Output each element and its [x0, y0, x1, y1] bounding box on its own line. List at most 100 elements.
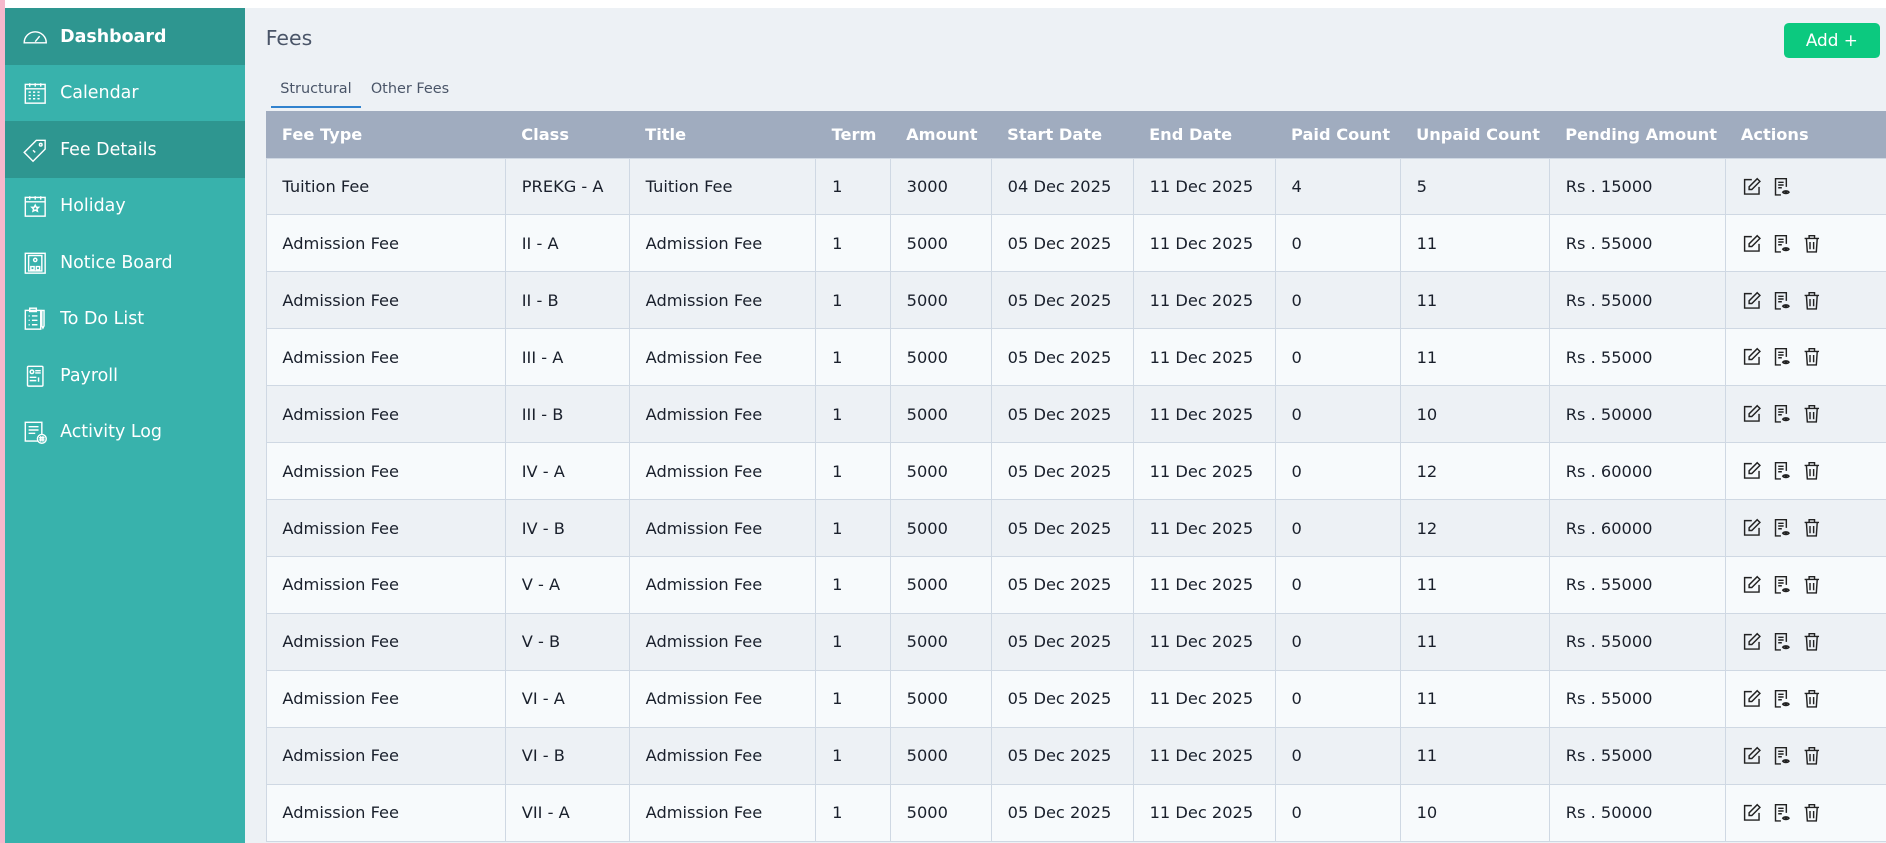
sidebar-item-payroll[interactable]: Payroll: [5, 348, 246, 405]
sidebar-item-notice-board[interactable]: Notice Board: [5, 235, 246, 292]
delete-icon[interactable]: [1801, 233, 1823, 255]
top-strip: [4, 0, 1886, 9]
view-details-icon[interactable]: [1771, 631, 1793, 653]
view-details-icon[interactable]: [1771, 688, 1793, 710]
table-cell: Rs . 55000: [1549, 726, 1726, 785]
table-cell: 11 Dec 2025: [1132, 271, 1276, 330]
delete-icon[interactable]: [1801, 745, 1823, 767]
edit-icon[interactable]: [1741, 176, 1763, 198]
table-row: Admission Fee VII - A Admission Fee 1 5000 05…: [265, 783, 1886, 842]
sidebar-item-label: Holiday: [60, 196, 126, 217]
table-cell: V - B: [505, 612, 631, 671]
table-cell: Admission Fee: [629, 328, 817, 387]
delete-icon[interactable]: [1801, 460, 1823, 482]
table-cell: 11: [1399, 612, 1551, 671]
table-cell: 0: [1274, 555, 1401, 614]
table-cell: Tuition Fee: [265, 157, 507, 216]
column-header: Paid Count: [1275, 110, 1401, 159]
edit-icon[interactable]: [1741, 688, 1763, 710]
table-cell: 5000: [890, 214, 993, 273]
table-cell: 05 Dec 2025: [991, 442, 1134, 501]
table-cell: Admission Fee: [265, 726, 507, 785]
view-details-icon[interactable]: [1771, 233, 1793, 255]
sidebar-item-label: Calendar: [60, 83, 139, 104]
table-cell: Admission Fee: [265, 555, 507, 614]
delete-icon[interactable]: [1801, 290, 1823, 312]
view-details-icon[interactable]: [1771, 176, 1793, 198]
table-cell: Tuition Fee: [629, 157, 817, 216]
sidebar-item-activity-log[interactable]: Activity Log: [5, 404, 246, 461]
edit-icon[interactable]: [1741, 517, 1763, 539]
delete-icon[interactable]: [1801, 346, 1823, 368]
table-cell: Admission Fee: [265, 499, 507, 558]
sidebar-item-holiday[interactable]: Holiday: [5, 178, 246, 235]
table-row: Admission Fee III - A Admission Fee 1 5000 05…: [265, 328, 1886, 387]
table-cell: 0: [1274, 726, 1401, 785]
edit-icon[interactable]: [1741, 631, 1763, 653]
tab-other-fees[interactable]: Other Fees: [370, 80, 450, 97]
edit-icon[interactable]: [1741, 745, 1763, 767]
table-cell: 05 Dec 2025: [991, 669, 1134, 728]
delete-icon[interactable]: [1801, 688, 1823, 710]
table-cell: Admission Fee: [265, 214, 507, 273]
table-cell: Rs . 55000: [1549, 328, 1726, 387]
table-cell: 5000: [890, 271, 993, 330]
sidebar-item-calendar[interactable]: Calendar: [5, 65, 246, 122]
view-details-icon[interactable]: [1771, 745, 1793, 767]
table-cell: 11 Dec 2025: [1132, 726, 1276, 785]
table-cell: Rs . 55000: [1549, 271, 1726, 330]
view-details-icon[interactable]: [1771, 403, 1793, 425]
view-details-icon[interactable]: [1771, 290, 1793, 312]
sidebar-item-label: Fee Details: [60, 139, 157, 160]
table-cell: 5000: [890, 783, 993, 842]
table-cell: 12: [1399, 442, 1551, 501]
table-cell: Admission Fee: [629, 442, 817, 501]
table-cell: Admission Fee: [629, 499, 817, 558]
table-cell: 05 Dec 2025: [991, 328, 1134, 387]
sidebar-item-dashboard[interactable]: Dashboard: [4, 8, 246, 65]
edit-icon[interactable]: [1741, 460, 1763, 482]
table-cell: 0: [1274, 612, 1401, 671]
table-cell: 5000: [890, 328, 993, 387]
edit-icon[interactable]: [1741, 290, 1763, 312]
row-actions: [1724, 783, 1886, 842]
table-cell: 1: [815, 157, 891, 216]
table-cell: Admission Fee: [265, 271, 507, 330]
edit-icon[interactable]: [1741, 802, 1763, 824]
delete-icon[interactable]: [1801, 802, 1823, 824]
view-details-icon[interactable]: [1771, 460, 1793, 482]
edit-icon[interactable]: [1741, 574, 1763, 596]
table-cell: Rs . 55000: [1549, 555, 1726, 614]
table-cell: 0: [1274, 442, 1401, 501]
row-actions: [1724, 328, 1886, 387]
table-cell: 5000: [890, 499, 993, 558]
table-cell: 5000: [890, 669, 993, 728]
add-fee-button[interactable]: Add +: [1783, 22, 1880, 58]
column-header: Title: [629, 110, 816, 159]
row-actions: [1724, 555, 1886, 614]
column-header: Fee Type: [266, 110, 506, 159]
view-details-icon[interactable]: [1771, 346, 1793, 368]
table-cell: 1: [815, 385, 891, 444]
edit-icon[interactable]: [1741, 403, 1763, 425]
edit-icon[interactable]: [1741, 346, 1763, 368]
view-details-icon[interactable]: [1771, 802, 1793, 824]
delete-icon[interactable]: [1801, 574, 1823, 596]
tab-structural[interactable]: Structural: [270, 76, 362, 109]
edit-icon[interactable]: [1741, 233, 1763, 255]
table-cell: Admission Fee: [265, 783, 507, 842]
holiday-calendar-icon: [22, 193, 60, 219]
sidebar-item-to-do-list[interactable]: To Do List: [5, 291, 246, 348]
table-cell: Rs . 55000: [1549, 612, 1726, 671]
view-details-icon[interactable]: [1771, 574, 1793, 596]
notice-board-icon: [22, 250, 60, 276]
table-cell: IV - A: [505, 442, 631, 501]
view-details-icon[interactable]: [1771, 517, 1793, 539]
delete-icon[interactable]: [1801, 517, 1823, 539]
table-cell: 11 Dec 2025: [1132, 214, 1276, 273]
delete-icon[interactable]: [1801, 403, 1823, 425]
table-row: Admission Fee V - A Admission Fee 1 5000 05 D…: [265, 555, 1886, 614]
delete-icon[interactable]: [1801, 631, 1823, 653]
table-cell: V - A: [505, 555, 631, 614]
sidebar-item-fee-details[interactable]: Fee Details: [4, 121, 246, 178]
